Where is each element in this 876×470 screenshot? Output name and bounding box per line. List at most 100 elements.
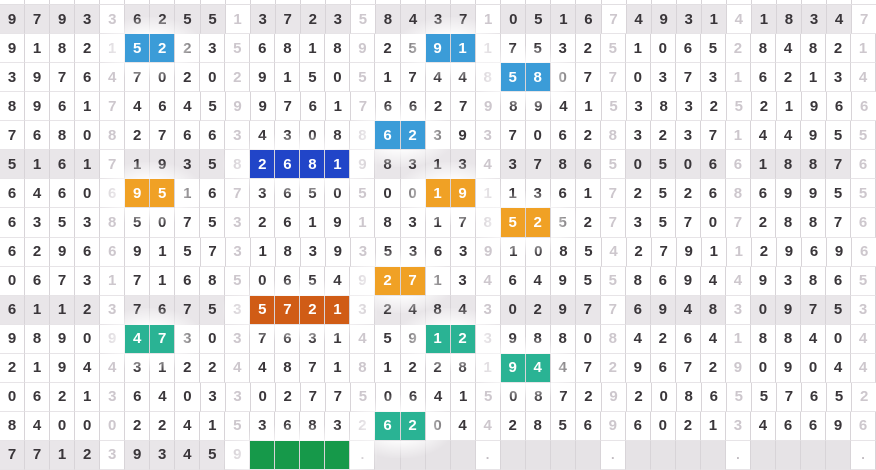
digit-cell: 6 [701, 382, 727, 412]
digit-cell: 3 [500, 150, 526, 180]
grid-top-strip-cell [852, 0, 876, 4]
digit-cell: 6 [826, 266, 852, 296]
grid-top-strip-cell [751, 0, 777, 4]
digit-cell: 4 [25, 411, 51, 441]
digit-cell: 1 [300, 208, 326, 238]
digit-cell: 7 [300, 353, 326, 383]
digit-cell: 6 [0, 237, 26, 267]
digit-cell: 4 [775, 34, 801, 64]
separator-digit-cell: 5 [601, 92, 627, 122]
digit-cell: 4 [125, 92, 151, 122]
digit-cell: 4 [700, 266, 726, 296]
digit-cell: 6 [275, 411, 301, 441]
digit-cell: 9 [526, 92, 552, 122]
highlighted-digit-cell-blue: 5 [125, 34, 151, 64]
separator-digit-cell: 3 [100, 382, 126, 412]
separator-digit-cell: 3 [475, 121, 501, 151]
separator-digit-cell: 2 [852, 382, 876, 412]
digit-cell: 4 [175, 440, 201, 470]
digit-cell: 2 [426, 92, 452, 122]
digit-cell: 6 [750, 63, 776, 93]
digit-cell: 1 [75, 92, 101, 122]
digit-cell: 4 [426, 382, 452, 412]
digit-cell: 0 [75, 324, 101, 354]
digit-cell: 5 [550, 208, 576, 238]
digit-cell: 2 [751, 237, 777, 267]
digit-cell: 7 [826, 208, 852, 238]
grid-top-strip-cell [25, 0, 51, 4]
digit-cell: 7 [175, 208, 201, 238]
digit-cell: 7 [175, 295, 201, 325]
digit-cell: 0 [826, 324, 852, 354]
grid-top-strip [0, 0, 876, 5]
separator-digit-cell: 3 [225, 208, 251, 238]
digit-cell: 6 [25, 121, 51, 151]
digit-cell: 9 [50, 353, 76, 383]
digit-cell: 5 [700, 34, 726, 64]
digit-cell: 5 [751, 382, 777, 412]
separator-digit-cell: 1 [100, 34, 126, 64]
digit-cell: 2 [250, 208, 276, 238]
digit-cell: 0 [250, 382, 276, 412]
digit-cell: 5 [200, 440, 226, 470]
digit-cell: 0 [500, 295, 526, 325]
digit-cell: 2 [626, 382, 652, 412]
digit-cell: 6 [375, 92, 401, 122]
digit-cell: 3 [0, 63, 26, 93]
digit-cell: 6 [150, 295, 176, 325]
digit-cell: 5 [826, 179, 852, 209]
separator-digit-cell: 6 [100, 237, 126, 267]
digit-cell: 6 [575, 411, 601, 441]
separator-digit-cell: 3 [225, 324, 251, 354]
digit-cell: 5 [200, 150, 226, 180]
separator-digit-cell: 4 [851, 63, 876, 93]
digit-cell: 9 [25, 92, 51, 122]
digit-cell: 2 [750, 208, 776, 238]
digit-cell: 4 [400, 295, 426, 325]
digit-cell: 6 [0, 208, 26, 238]
separator-digit-cell: 3 [350, 295, 376, 325]
digit-cell: 8 [775, 150, 801, 180]
digit-cell: 0 [525, 121, 551, 151]
digit-cell: 5 [200, 5, 226, 35]
digit-cell: 2 [425, 353, 451, 383]
separator-digit-cell: 8 [475, 63, 501, 93]
empty-cell [625, 440, 651, 470]
digit-cell: 6 [275, 179, 301, 209]
separator-digit-cell: 1 [225, 5, 251, 35]
digit-cell: 4 [250, 121, 276, 151]
highlighted-digit-cell-dark-blue: 8 [300, 150, 326, 180]
digit-cell: 1 [451, 382, 477, 412]
digit-cell: 6 [0, 295, 26, 325]
digit-cell: 6 [275, 324, 301, 354]
highlighted-digit-cell-dark-blue: 2 [250, 150, 276, 180]
digit-cell: 4 [750, 411, 776, 441]
digit-cell: 1 [425, 208, 451, 238]
separator-digit-cell: 1 [726, 237, 752, 267]
digit-cell: 1 [751, 5, 777, 35]
digit-cell: 4 [401, 5, 427, 35]
separator-digit-cell: 4 [100, 63, 126, 93]
digit-cell: 5 [526, 5, 552, 35]
digit-cell: 8 [300, 411, 326, 441]
digit-cell: 7 [575, 63, 601, 93]
separator-digit-cell: 8 [350, 121, 376, 151]
digit-cell: 5 [200, 295, 226, 325]
digit-cell: 8 [501, 92, 527, 122]
digit-cell: 3 [250, 411, 276, 441]
highlighted-digit-cell-orange: 9 [450, 179, 476, 209]
separator-digit-cell: 5 [726, 92, 752, 122]
digit-cell: 8 [775, 208, 801, 238]
green-cell [275, 440, 301, 470]
digit-cell: 0 [625, 63, 651, 93]
digit-cell: 6 [550, 179, 576, 209]
separator-digit-cell: 7 [600, 295, 626, 325]
empty-cell [375, 440, 401, 470]
separator-digit-cell: 7 [225, 179, 251, 209]
digit-cell: 8 [676, 382, 702, 412]
digit-cell: 2 [300, 5, 326, 35]
digit-cell: 6 [275, 208, 301, 238]
